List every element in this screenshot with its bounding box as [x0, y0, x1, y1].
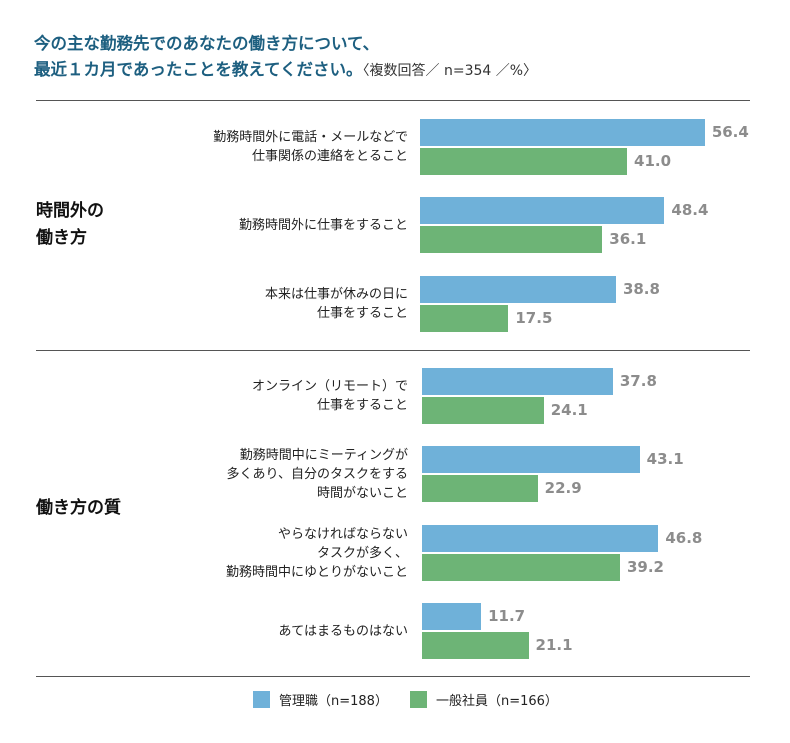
category-label: やらなければならない タスクが多く、 勤務時間中にゆとりがないこと — [225, 526, 408, 580]
bar-manager — [422, 525, 659, 552]
bar-staff — [422, 554, 620, 581]
category-label: 勤務時間中にミーティングが 多くあり、自分のタスクをする 時間がないこと — [226, 447, 408, 501]
bar-staff — [422, 397, 544, 424]
divider-bottom — [36, 676, 750, 677]
bar-manager — [422, 603, 482, 630]
bar-manager — [420, 119, 705, 146]
data-label: 46.8 — [665, 529, 703, 547]
data-label: 17.5 — [515, 309, 553, 327]
bar-manager — [422, 368, 613, 395]
data-label: 24.1 — [550, 401, 588, 419]
bar-staff — [422, 475, 538, 502]
data-label: 36.1 — [609, 230, 647, 248]
bar-staff — [420, 148, 628, 175]
bar-staff — [422, 632, 529, 659]
data-label: 56.4 — [711, 123, 749, 141]
data-label: 37.8 — [619, 372, 657, 390]
data-label: 43.1 — [646, 450, 684, 468]
data-label: 38.8 — [622, 280, 660, 298]
chart-title-line1: 今の主な勤務先でのあなたの働き方について、 — [34, 34, 380, 53]
chart-subtitle: 〈複数回答／ n=354 ／%〉 — [362, 63, 538, 79]
chart-title-line2: 最近１カ月であったことを教えてください。 — [34, 60, 363, 79]
category-label: 勤務時間外に電話・メールなどで 仕事関係の連絡をとること — [213, 130, 408, 164]
legend-swatch-staff — [409, 691, 427, 708]
legend-swatch-manager — [253, 691, 270, 708]
bar-manager — [420, 197, 665, 224]
data-label: 11.7 — [488, 607, 526, 625]
data-label: 48.4 — [671, 201, 709, 219]
data-label: 41.0 — [634, 152, 672, 170]
bar-staff — [420, 305, 509, 332]
legend-label-manager: 管理職（n=188） — [279, 694, 388, 709]
data-label: 39.2 — [626, 558, 664, 576]
category-label: 勤務時間外に仕事をすること — [238, 217, 408, 233]
category-label: 本来は仕事が休みの日に 仕事をすること — [264, 287, 408, 321]
category-label: オンライン（リモート）で 仕事をすること — [251, 379, 408, 413]
bar-manager — [422, 446, 640, 473]
bar-staff — [420, 226, 603, 253]
category-label: あてはまるものはない — [278, 623, 408, 639]
group-label: 働き方の質 — [36, 498, 121, 518]
data-label: 21.1 — [535, 636, 573, 654]
legend-label-staff: 一般社員（n=166） — [435, 694, 558, 709]
divider-middle — [36, 350, 750, 351]
data-label: 22.9 — [544, 479, 582, 497]
bar-manager — [420, 276, 616, 303]
legend: 管理職（n=188） 一般社員（n=166） — [253, 690, 558, 709]
group-label: 時間外の 働き方 — [36, 201, 104, 248]
divider-top — [36, 100, 750, 101]
